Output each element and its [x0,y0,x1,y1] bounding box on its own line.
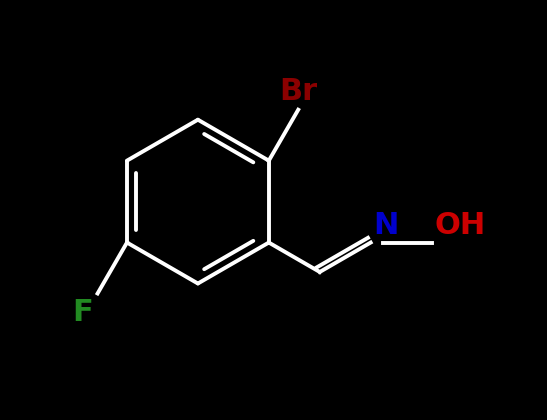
Text: Br: Br [279,77,317,106]
Text: N: N [373,211,398,240]
Text: OH: OH [434,211,486,240]
Text: F: F [73,298,94,327]
